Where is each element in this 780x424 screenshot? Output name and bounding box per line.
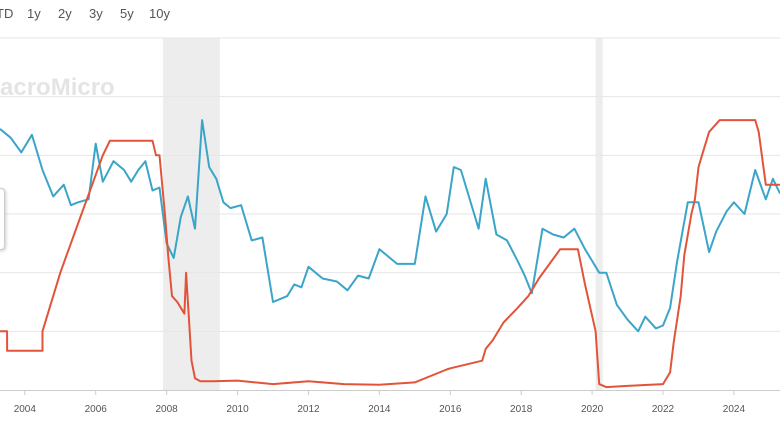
gridlines bbox=[0, 37, 780, 332]
x-tick-label: 2004 bbox=[14, 404, 37, 415]
x-tick-label: 2024 bbox=[723, 404, 746, 415]
watermark-text: acroMicro bbox=[0, 74, 115, 101]
x-axis-ticks: 2004 2006 2008 2010 2012 2014 2016 2018 2020 2022… bbox=[14, 390, 746, 415]
range-selector: TD 1y 2y 3y 5y 10y bbox=[0, 0, 260, 28]
x-tick-label: 2020 bbox=[581, 404, 604, 415]
x-tick-label: 2008 bbox=[156, 404, 179, 415]
range-button-10y[interactable]: 10y bbox=[149, 6, 170, 21]
tooltip-edge bbox=[0, 188, 5, 250]
range-button-ytd[interactable]: TD bbox=[0, 6, 14, 21]
x-tick-label: 2006 bbox=[85, 404, 108, 415]
range-button-3y[interactable]: 3y bbox=[89, 6, 103, 21]
x-tick-label: 2010 bbox=[226, 404, 249, 415]
x-tick-label: 2014 bbox=[368, 404, 391, 415]
range-button-5y[interactable]: 5y bbox=[120, 6, 134, 21]
range-button-1y[interactable]: 1y bbox=[27, 6, 41, 21]
x-tick-label: 2022 bbox=[652, 404, 675, 415]
range-button-2y[interactable]: 2y bbox=[58, 6, 72, 21]
series-lines bbox=[0, 119, 780, 389]
series-line-0 bbox=[0, 119, 780, 333]
series-line-1 bbox=[0, 119, 780, 389]
x-tick-label: 2018 bbox=[510, 404, 533, 415]
x-tick-label: 2016 bbox=[439, 404, 462, 415]
x-tick-label: 2012 bbox=[297, 404, 320, 415]
